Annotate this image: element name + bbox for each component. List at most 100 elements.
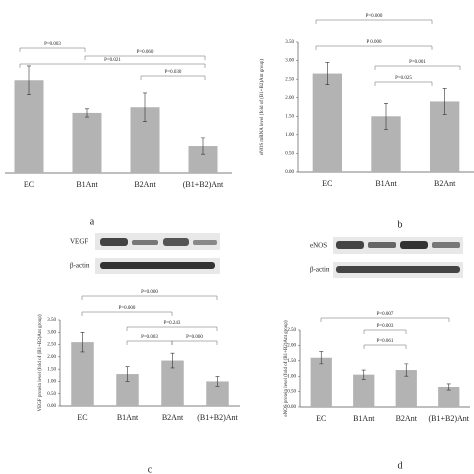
y-tick-label: 0.00 — [47, 404, 56, 409]
y-tick-label: 0.00 — [287, 405, 296, 410]
bar — [395, 370, 417, 407]
error-bar — [170, 352, 175, 369]
bar — [206, 381, 229, 406]
p-value: P=0.021 — [104, 58, 121, 63]
bracket — [171, 340, 218, 345]
y-tick-label: 3.50 — [285, 40, 294, 45]
bracket — [19, 47, 86, 52]
panel-label: b — [398, 219, 403, 230]
p-value: P=0.061 — [377, 339, 394, 344]
x-tick-label: B1Ant — [353, 414, 375, 423]
error-bar — [361, 369, 366, 380]
p-value: P=0.000 — [141, 290, 158, 295]
p-value: P 0.000 — [366, 40, 382, 45]
p-value: P=0.060 — [137, 50, 154, 55]
bracket — [315, 45, 433, 50]
bracket — [126, 340, 173, 345]
y-axis-title: eNOS protein level (fold of (B1+B2)Ant g… — [284, 320, 289, 416]
error-bar — [442, 88, 447, 115]
bracket — [140, 75, 206, 80]
x-tick-label: EC — [316, 414, 326, 423]
blot-label: β-actin — [70, 262, 90, 270]
y-tick-label: 2.00 — [287, 344, 296, 349]
bar — [116, 374, 139, 406]
bracket — [81, 295, 218, 300]
bracket — [19, 63, 206, 68]
bracket — [363, 329, 407, 334]
error-bar — [143, 92, 147, 122]
x-tick-label: EC — [77, 413, 87, 422]
y-tick-label: 2.50 — [287, 328, 296, 333]
bar — [310, 357, 332, 407]
bar — [71, 342, 94, 406]
error-bar — [384, 102, 388, 130]
y-tick-label: 3.00 — [47, 330, 56, 335]
bracket — [374, 81, 433, 86]
error-bar — [404, 363, 409, 377]
y-tick-label: 1.00 — [287, 374, 296, 379]
panel-label: c — [148, 464, 153, 474]
p-value: P=0.243 — [164, 321, 181, 326]
bracket — [126, 326, 218, 331]
error-bar — [27, 65, 31, 95]
bar — [312, 73, 342, 172]
blot-label: β-actin — [310, 266, 330, 274]
x-tick-label: B1Ant — [117, 413, 139, 422]
bar — [438, 386, 460, 407]
y-tick-label: 0.50 — [47, 392, 56, 397]
x-tick-label: B2Ant — [434, 179, 456, 188]
bracket — [84, 55, 206, 60]
x-tick-label: B2Ant — [162, 413, 184, 422]
error-bar — [85, 108, 89, 118]
blot-label: eNOS — [310, 242, 327, 250]
panel-label: a — [90, 216, 95, 227]
blot-d — [333, 237, 463, 278]
bar — [161, 360, 184, 406]
x-tick-label: B2Ant — [396, 414, 418, 423]
p-value: P=0.025 — [395, 76, 412, 81]
bracket — [374, 65, 461, 70]
blot-c — [95, 233, 220, 274]
p-value: P=0.003 — [377, 324, 394, 329]
bracket — [315, 19, 433, 24]
y-tick-label: 2.50 — [47, 343, 56, 348]
bracket — [320, 317, 450, 322]
y-tick-label: 1.00 — [47, 380, 56, 385]
y-tick-label: 3.00 — [285, 59, 294, 64]
blot-label: VEGF — [70, 238, 88, 246]
y-tick-label: 1.00 — [285, 133, 294, 138]
error-bar — [215, 376, 220, 387]
x-tick-label: EC — [24, 180, 34, 189]
x-tick-label: (B1+B2)Ant — [197, 413, 238, 422]
y-tick-label: 0.50 — [287, 390, 296, 395]
y-tick-label: 2.00 — [47, 355, 56, 360]
bracket — [81, 311, 173, 316]
y-tick-label: 1.50 — [287, 359, 296, 364]
error-bar — [446, 383, 451, 391]
panel-label: d — [398, 460, 403, 471]
y-tick-label: 1.50 — [47, 367, 56, 372]
x-tick-label: (B1+B2)Ant — [428, 414, 469, 423]
p-value: P=0.030 — [165, 70, 182, 75]
y-tick-label: 3.50 — [47, 318, 56, 323]
p-value: P=0.000 — [366, 14, 383, 19]
bar — [72, 112, 102, 173]
p-value: P=0.007 — [377, 312, 394, 317]
bar — [353, 374, 375, 407]
x-tick-label: EC — [322, 179, 332, 188]
error-bar — [201, 137, 205, 155]
y-tick-label: 0.00 — [285, 170, 294, 175]
x-tick-label: B2Ant — [134, 180, 156, 189]
p-value: P=0.003 — [141, 335, 158, 340]
y-tick-label: 0.50 — [285, 152, 294, 157]
x-tick-label: (B1+B2)Ant — [183, 180, 224, 189]
error-bar — [80, 331, 85, 353]
y-tick-label: 1.50 — [285, 114, 294, 119]
p-value: P=0.000 — [119, 306, 136, 311]
p-value: P=0.000 — [186, 335, 203, 340]
error-bar — [125, 366, 130, 382]
p-value: P=0.001 — [409, 60, 426, 65]
bar — [14, 80, 44, 173]
p-value: P=0.003 — [44, 42, 61, 47]
